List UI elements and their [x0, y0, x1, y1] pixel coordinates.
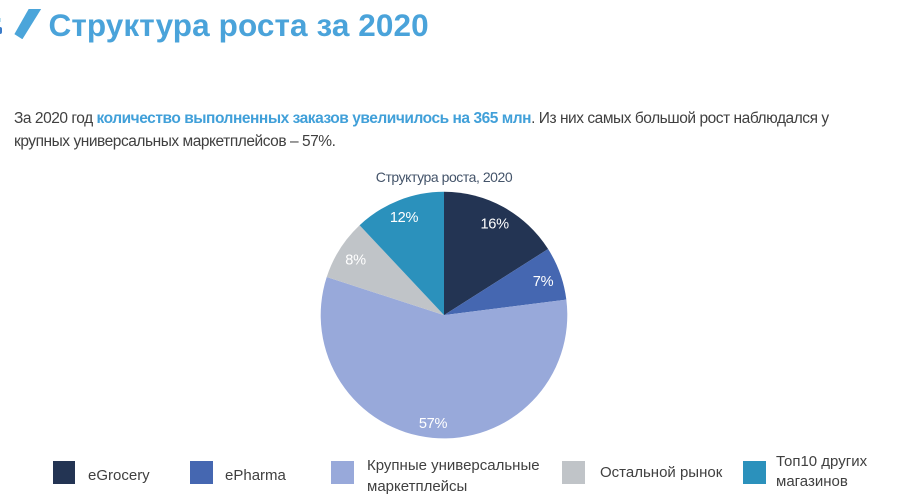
svg-text:8%: 8% [345, 253, 366, 269]
svg-text:12%: 12% [390, 210, 419, 226]
svg-text:7%: 7% [533, 274, 554, 290]
svg-text:16%: 16% [480, 216, 509, 232]
svg-text:57%: 57% [419, 416, 448, 432]
